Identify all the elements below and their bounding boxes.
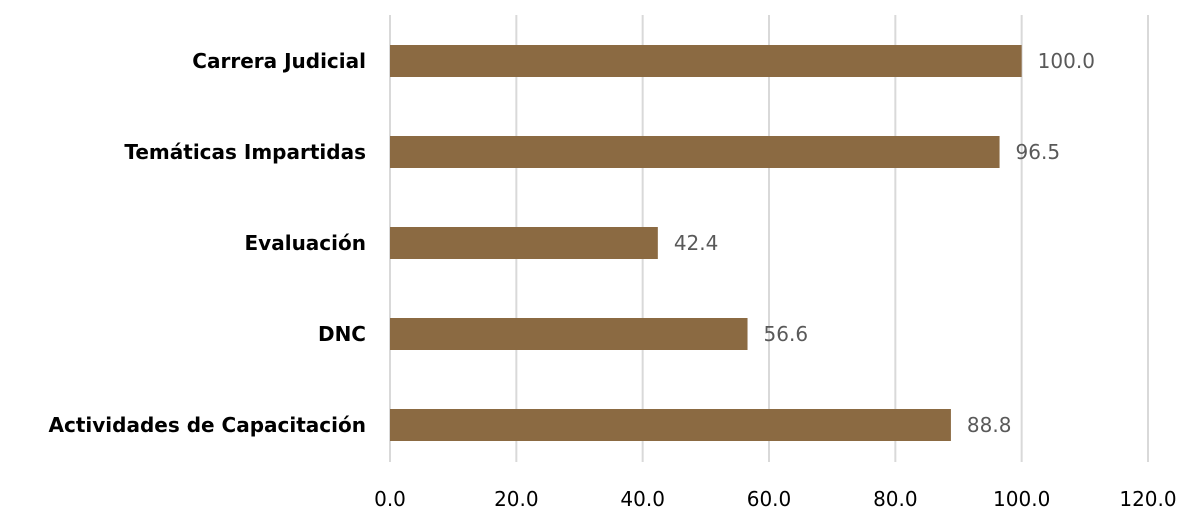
value-label: 100.0 bbox=[1038, 49, 1095, 73]
bar bbox=[390, 318, 748, 350]
x-tick-label: 100.0 bbox=[993, 487, 1050, 508]
value-label: 96.5 bbox=[1016, 140, 1061, 164]
bar bbox=[390, 409, 951, 441]
value-label: 88.8 bbox=[967, 413, 1012, 437]
x-tick-label: 120.0 bbox=[1119, 487, 1176, 508]
x-tick-label: 80.0 bbox=[873, 487, 918, 508]
x-tick-label: 60.0 bbox=[747, 487, 792, 508]
x-tick-label: 20.0 bbox=[494, 487, 539, 508]
x-tick-label: 40.0 bbox=[620, 487, 665, 508]
category-labels: Carrera Judicial Temáticas Impartidas Eval… bbox=[49, 49, 367, 437]
bar bbox=[390, 45, 1022, 77]
category-label: Actividades de Capacitación bbox=[49, 413, 367, 437]
bars bbox=[390, 45, 1022, 441]
x-tick-label: 0.0 bbox=[374, 487, 406, 508]
category-label: DNC bbox=[318, 322, 366, 346]
bar bbox=[390, 227, 658, 259]
category-label: Evaluación bbox=[245, 231, 366, 255]
category-label: Temáticas Impartidas bbox=[124, 140, 366, 164]
value-label: 56.6 bbox=[764, 322, 809, 346]
category-label: Carrera Judicial bbox=[192, 49, 366, 73]
value-labels: 100.0 96.5 42.4 56.6 88.8 bbox=[674, 49, 1095, 437]
value-label: 42.4 bbox=[674, 231, 719, 255]
x-axis-tick-labels: 0.0 20.0 40.0 60.0 80.0 100.0 120.0 bbox=[374, 487, 1177, 508]
bar bbox=[390, 136, 1000, 168]
